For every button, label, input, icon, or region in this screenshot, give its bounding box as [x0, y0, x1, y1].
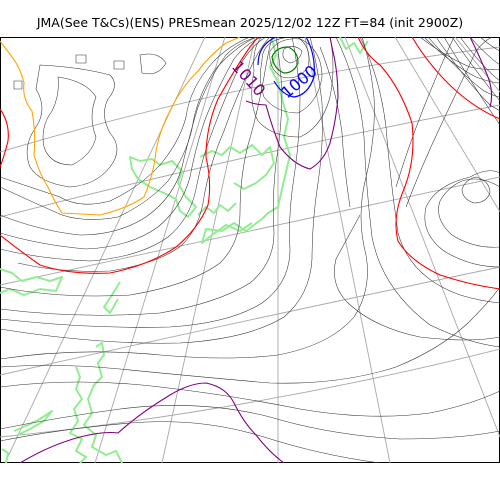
- coastlines: [0, 37, 369, 463]
- coastline-okhotsk-north: [129, 156, 197, 218]
- coastline-sakhalin: [103, 281, 121, 314]
- coastline-hokkaido: [0, 268, 63, 296]
- coastline-kyushu-south: [1, 448, 9, 463]
- isobar-1020: [19, 382, 285, 463]
- isobar-1016-northeast: [411, 37, 500, 120]
- coastline-okhotsk-west: [199, 144, 275, 190]
- coastline-honshu: [83, 342, 123, 463]
- isobar-996: [271, 46, 299, 74]
- isobar-1000: [257, 37, 315, 98]
- coastline-alaska: [339, 37, 369, 54]
- isobar-1008: [245, 37, 339, 170]
- coastline-aleutians: [197, 202, 237, 216]
- coastline-korea: [13, 410, 53, 436]
- coastline-kamchatka: [201, 38, 291, 244]
- map-panel: 1010 1000: [0, 37, 500, 463]
- map-border: [0, 37, 500, 463]
- isobar-1016-west: [0, 37, 259, 274]
- isobar-1016-east: [357, 37, 500, 290]
- isobar-1008-northeast: [469, 37, 493, 108]
- isobar-1016-west-edge: [0, 108, 9, 168]
- coastline-shikoku-kyushu: [69, 366, 87, 463]
- isobar-1012: [0, 37, 241, 216]
- isobars: [0, 37, 500, 463]
- chart-title: JMA(See T&Cs)(ENS) PRESmean 2025/12/02 1…: [36, 15, 464, 30]
